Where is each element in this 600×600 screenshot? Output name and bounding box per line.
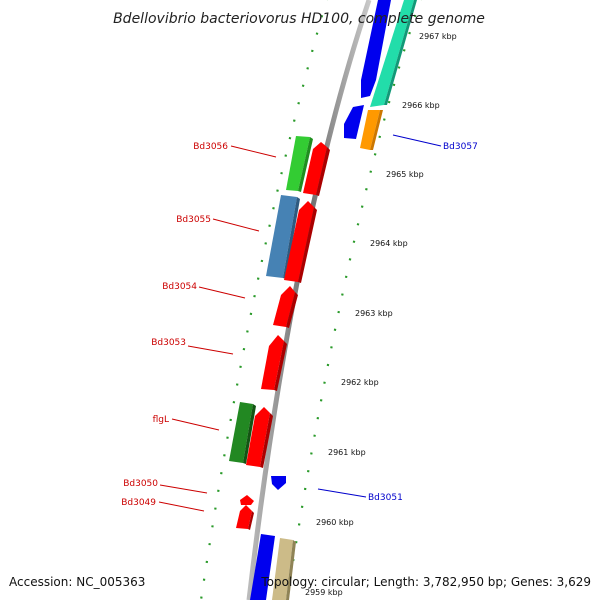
gene-labels: Bd3056 Bd3055 Bd3054 Bd3053 flgL Bd3050 …: [121, 142, 478, 508]
feature-bd3049-side: [248, 511, 254, 530]
feature-bd3056-green-side: [298, 137, 313, 192]
feature-flgl-darkgreen-side: [243, 404, 256, 464]
scale-label: 2963 kbp: [355, 309, 393, 318]
gene-label-bd3057[interactable]: Bd3057: [443, 142, 478, 152]
feature-bd3056-green[interactable]: [286, 136, 310, 191]
leader-bd3053: [187, 345, 234, 355]
feature-flgl-red[interactable]: [246, 407, 270, 467]
scale-label: 2964 kbp: [370, 239, 408, 248]
gene-label-bd3055[interactable]: Bd3055: [176, 215, 211, 225]
accession-text: Accession: NC_005363: [9, 575, 145, 589]
gene-label-bd3056[interactable]: Bd3056: [193, 142, 228, 152]
feature-khaki-bottom[interactable]: [272, 538, 293, 600]
feature-bd3053-red[interactable]: [261, 335, 284, 390]
scale-label: 2967 kbp: [419, 32, 457, 41]
feature-bd3056-red-side: [316, 147, 330, 196]
feature-teal-top[interactable]: [370, 0, 414, 107]
feature-khaki-side: [286, 540, 296, 600]
feature-bd3055-steelblue-side: [283, 197, 300, 279]
genome-backbone: [246, 0, 372, 600]
inner-tick-ring: [285, 0, 422, 600]
gene-label-bd3051[interactable]: Bd3051: [368, 493, 403, 503]
leader-bd3056: [230, 145, 277, 158]
scale-label: 2966 kbp: [402, 101, 440, 110]
leader-bd3055: [212, 218, 260, 232]
feature-blue-bottom[interactable]: [250, 534, 275, 600]
feature-bd3053-side: [274, 341, 287, 391]
feature-bd3051-blue[interactable]: [271, 476, 286, 490]
feature-bd3056-red[interactable]: [303, 142, 327, 195]
gene-label-bd3054[interactable]: Bd3054: [162, 282, 197, 292]
scale-label: 2961 kbp: [328, 448, 366, 457]
kbp-scale: 2967 kbp 2966 kbp 2965 kbp 2964 kbp 2963…: [305, 32, 457, 597]
feature-bd3050-red[interactable]: [240, 495, 254, 505]
leader-bd3054: [198, 286, 246, 299]
feature-flgl-darkgreen[interactable]: [229, 402, 253, 463]
feature-bd3055-red[interactable]: [284, 201, 314, 282]
leader-bd3051: [317, 488, 367, 498]
gene-label-bd3049[interactable]: Bd3049: [121, 498, 156, 508]
scale-label: 2959 kbp: [305, 588, 343, 597]
gene-features: [229, 0, 417, 600]
leader-bd3057: [392, 134, 442, 147]
gene-label-bd3053[interactable]: Bd3053: [151, 338, 186, 348]
outer-tick-ring: [199, 0, 328, 600]
topology-text: Topology: circular; Length: 3,782,950 bp…: [260, 575, 591, 589]
label-leaders: [158, 134, 442, 512]
map-title: Bdellovibrio bacteriovorus HD100, comple…: [113, 11, 485, 27]
feature-bd3049-red[interactable]: [236, 505, 252, 529]
feature-blue-top[interactable]: [361, 0, 391, 98]
feature-bd3054-red[interactable]: [273, 286, 295, 327]
feature-bd3054-side: [286, 292, 298, 328]
feature-teal-top-side: [384, 0, 417, 105]
scale-label: 2962 kbp: [341, 378, 379, 387]
gene-label-flgl[interactable]: flgL: [153, 415, 169, 425]
leader-bd3050: [159, 484, 208, 494]
leader-bd3049: [158, 501, 205, 512]
scale-label: 2965 kbp: [386, 170, 424, 179]
feature-orange-bd3057[interactable]: [360, 110, 380, 150]
feature-flgl-red-side: [260, 413, 273, 468]
feature-blue-bd3057[interactable]: [344, 105, 364, 139]
feature-bd3055-red-side: [298, 207, 317, 283]
scale-label: 2960 kbp: [316, 518, 354, 527]
feature-bd3055-steelblue[interactable]: [266, 195, 297, 278]
gene-label-bd3050[interactable]: Bd3050: [123, 479, 158, 489]
feature-orange-side: [370, 110, 383, 150]
leader-flgl: [171, 418, 220, 431]
